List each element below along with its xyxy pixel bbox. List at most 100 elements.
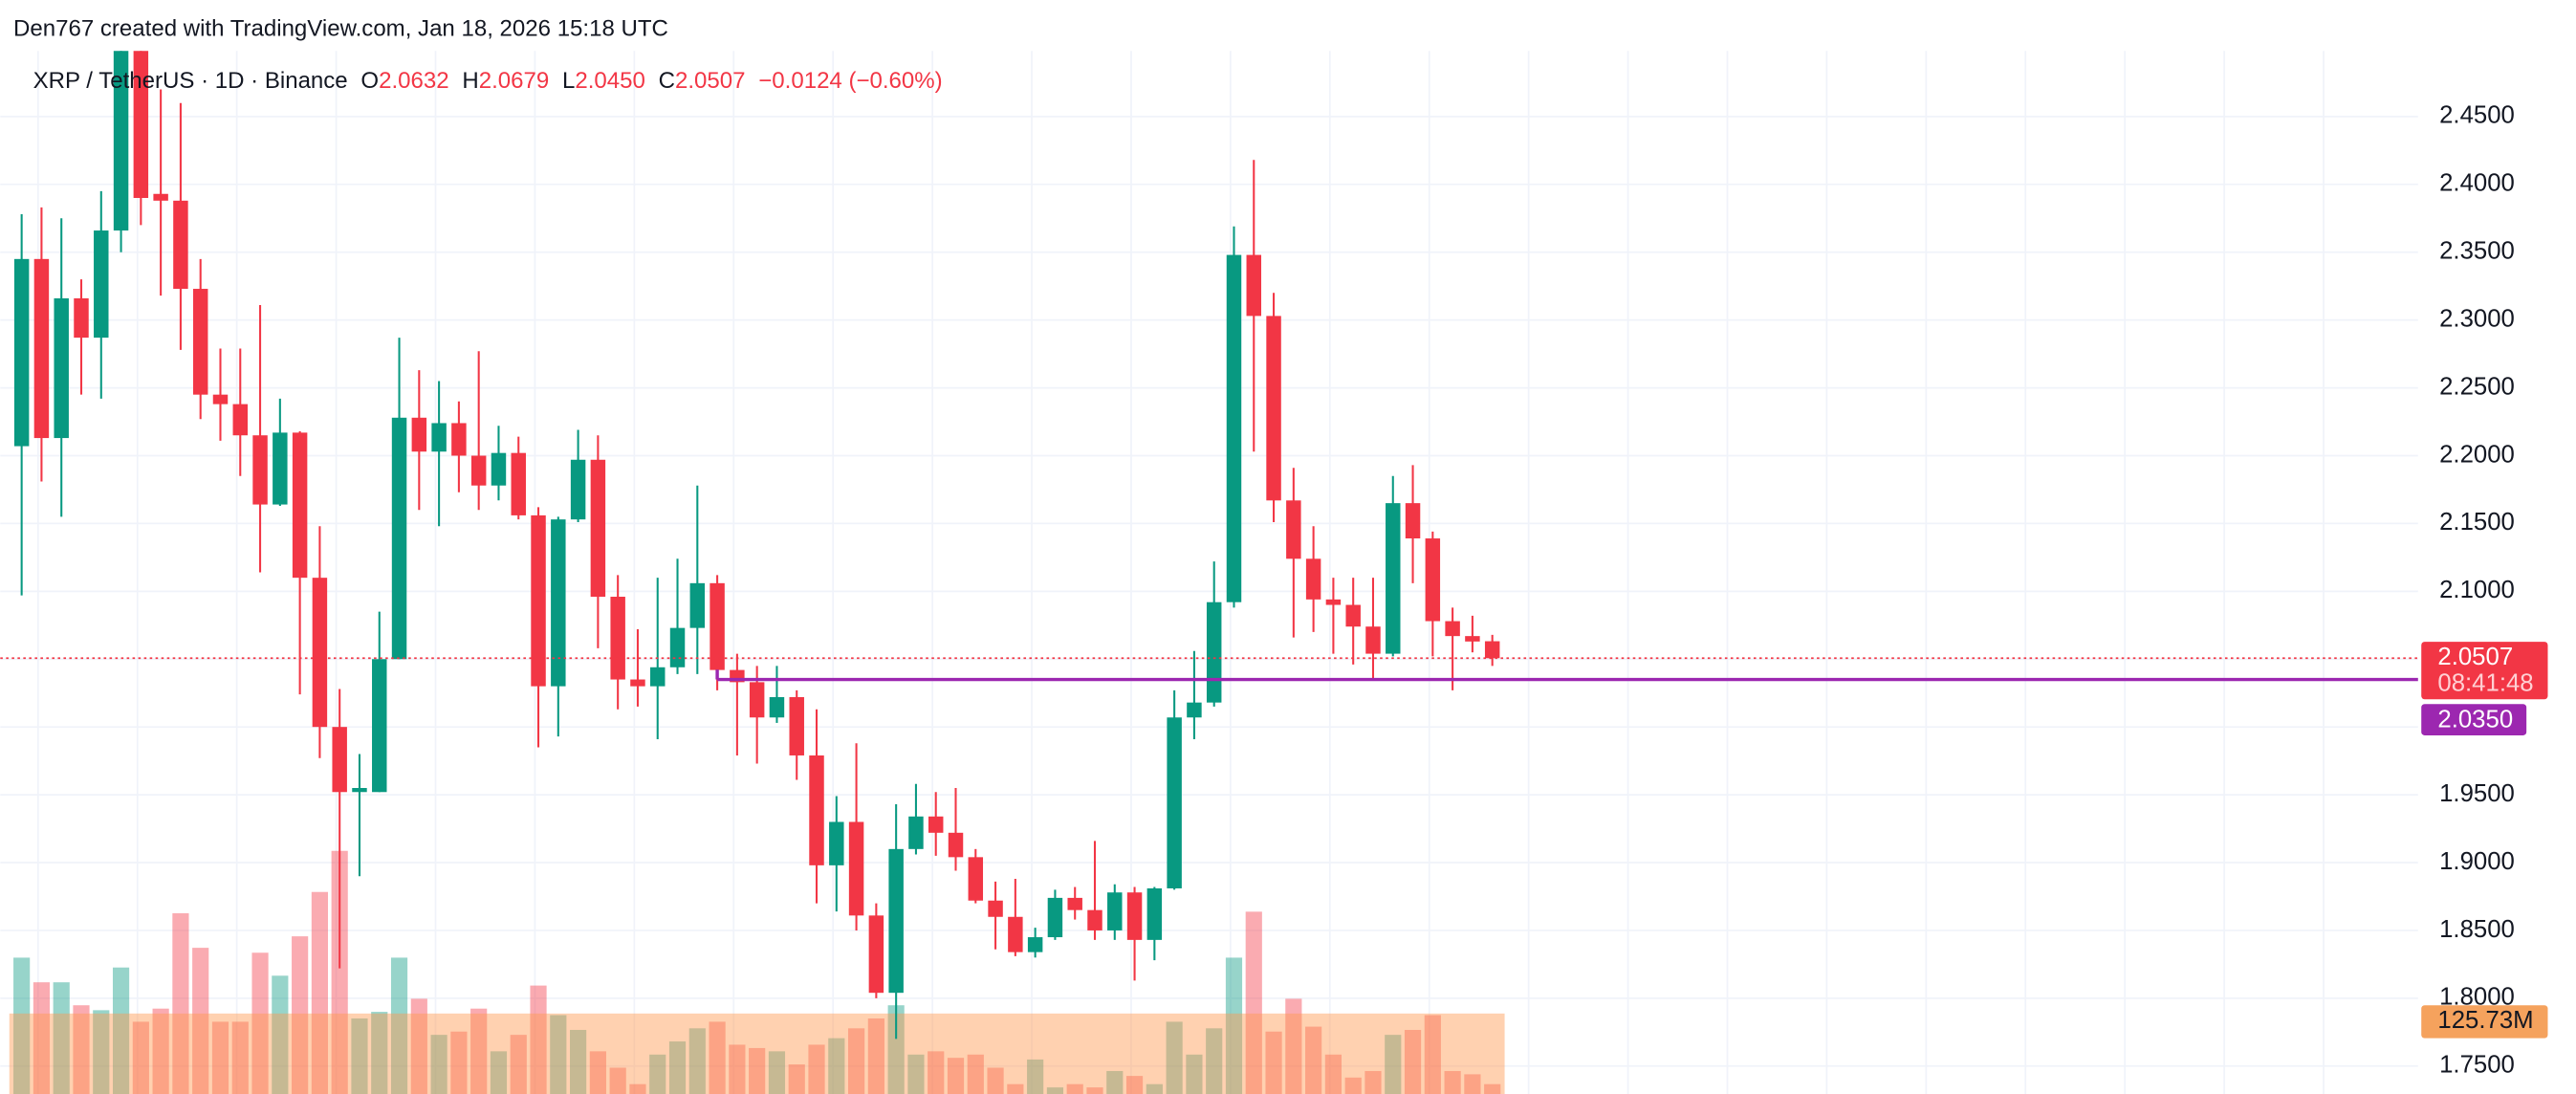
candle-body (551, 519, 566, 687)
candle-body (1425, 538, 1441, 622)
volume-bar (510, 1035, 527, 1094)
volume-ma-area (9, 1013, 1505, 1094)
volume-bar (450, 1031, 468, 1094)
legend-high: 2.0679 (479, 68, 550, 94)
volume-bar (390, 957, 408, 1094)
candle-body (232, 404, 248, 436)
volume-bar (272, 975, 289, 1094)
candle-body (1107, 892, 1123, 930)
candle-body (470, 455, 487, 486)
volume-bar (947, 1058, 965, 1094)
volume-bar (928, 1051, 945, 1094)
volume-bar (1444, 1070, 1461, 1094)
volume-bar (371, 1012, 388, 1094)
volume-bar (1066, 1083, 1083, 1094)
candle-body (74, 297, 89, 339)
candle-body (630, 679, 645, 687)
candle-body (1126, 892, 1143, 940)
volume-bar (490, 1051, 508, 1094)
volume-bar (1285, 998, 1302, 1094)
candle-body (1286, 500, 1301, 559)
volume-bar (1166, 1021, 1183, 1094)
volume-bar (1424, 1015, 1441, 1094)
candle-body (868, 915, 884, 994)
y-tick-label: 2.1500 (2439, 509, 2515, 536)
legend-close: 2.0507 (675, 68, 746, 94)
candle-body (192, 289, 208, 395)
volume-bar (550, 1015, 567, 1094)
volume-bar (887, 1005, 905, 1094)
candle-body (411, 417, 427, 452)
candle-body (212, 394, 229, 405)
candle-body (1266, 316, 1281, 501)
volume-ma-box (2421, 1005, 2548, 1039)
candle-body (1246, 254, 1262, 317)
candle-body (1484, 641, 1500, 659)
y-tick-label: 2.4000 (2439, 170, 2515, 197)
legend-low: 2.0450 (575, 68, 645, 94)
volume-bar (609, 1067, 626, 1094)
candle-body (173, 200, 188, 290)
legend-c: C (659, 68, 675, 94)
volume-ma-label: 125.73M (2437, 1007, 2533, 1034)
level-box (2421, 704, 2527, 735)
last-price-box (2421, 642, 2548, 700)
volume-bar (967, 1054, 984, 1094)
candle-body (1345, 604, 1361, 627)
candle-body (809, 755, 824, 865)
legend-o: O (360, 68, 379, 94)
volume-bar (649, 1054, 666, 1094)
candle-body (650, 667, 666, 687)
volume-bar (1385, 1035, 1402, 1094)
candle-body (1405, 503, 1421, 539)
volume-bar (668, 1041, 687, 1094)
candle-body (829, 821, 844, 865)
legend-h: H (462, 68, 478, 94)
volume-bar (1324, 1054, 1342, 1094)
candle-body (1226, 254, 1242, 602)
volume-bar (132, 1021, 149, 1094)
candle-body (669, 627, 686, 667)
candle-body (451, 423, 467, 456)
legend-l: L (562, 68, 575, 94)
volume-bar (93, 1010, 110, 1094)
legend: XRP / TetherUS · 1D · Binance O2.0632 H2.0… (33, 68, 943, 94)
volume-bar (709, 1021, 726, 1094)
volume-bar (589, 1051, 606, 1094)
candle-body (908, 816, 924, 849)
volume-bar (430, 1035, 448, 1094)
candle-body (709, 582, 725, 670)
candle-body (590, 459, 606, 598)
candle-body (948, 832, 964, 858)
volume-bar (1265, 1031, 1282, 1094)
volume-bar (1206, 1028, 1223, 1094)
volume-bar (749, 1047, 766, 1094)
candle-body (1167, 717, 1182, 888)
volume-bar (1046, 1087, 1064, 1094)
legend-open: 2.0632 (379, 68, 449, 94)
y-tick-label: 1.8500 (2439, 916, 2515, 943)
candle-body (273, 432, 288, 505)
candle-body (391, 417, 407, 660)
volume-bar (987, 1067, 1004, 1094)
attribution: Den767 created with TradingView.com, Jan… (13, 15, 668, 41)
volume-bar (808, 1044, 825, 1094)
volume-bar (1364, 1070, 1382, 1094)
candle-body (749, 682, 765, 718)
candle-body (1206, 602, 1222, 703)
volume-bar (867, 1018, 884, 1094)
volume-bar (828, 1038, 845, 1094)
volume-bar (1086, 1087, 1103, 1094)
candle-body (352, 788, 367, 793)
candle-body (1146, 887, 1163, 940)
volume-bar (1225, 957, 1243, 1094)
volume-bar (33, 982, 51, 1094)
volume-bar (231, 1021, 249, 1094)
volume-bar (1125, 1076, 1144, 1094)
candle-body (1305, 558, 1321, 600)
y-tick-label: 2.3000 (2439, 305, 2515, 332)
legend-symbol: XRP / TetherUS · 1D · Binance (33, 68, 348, 94)
volume-bar (292, 936, 309, 1094)
candle-body (1386, 503, 1401, 654)
volume-bar (331, 850, 348, 1094)
